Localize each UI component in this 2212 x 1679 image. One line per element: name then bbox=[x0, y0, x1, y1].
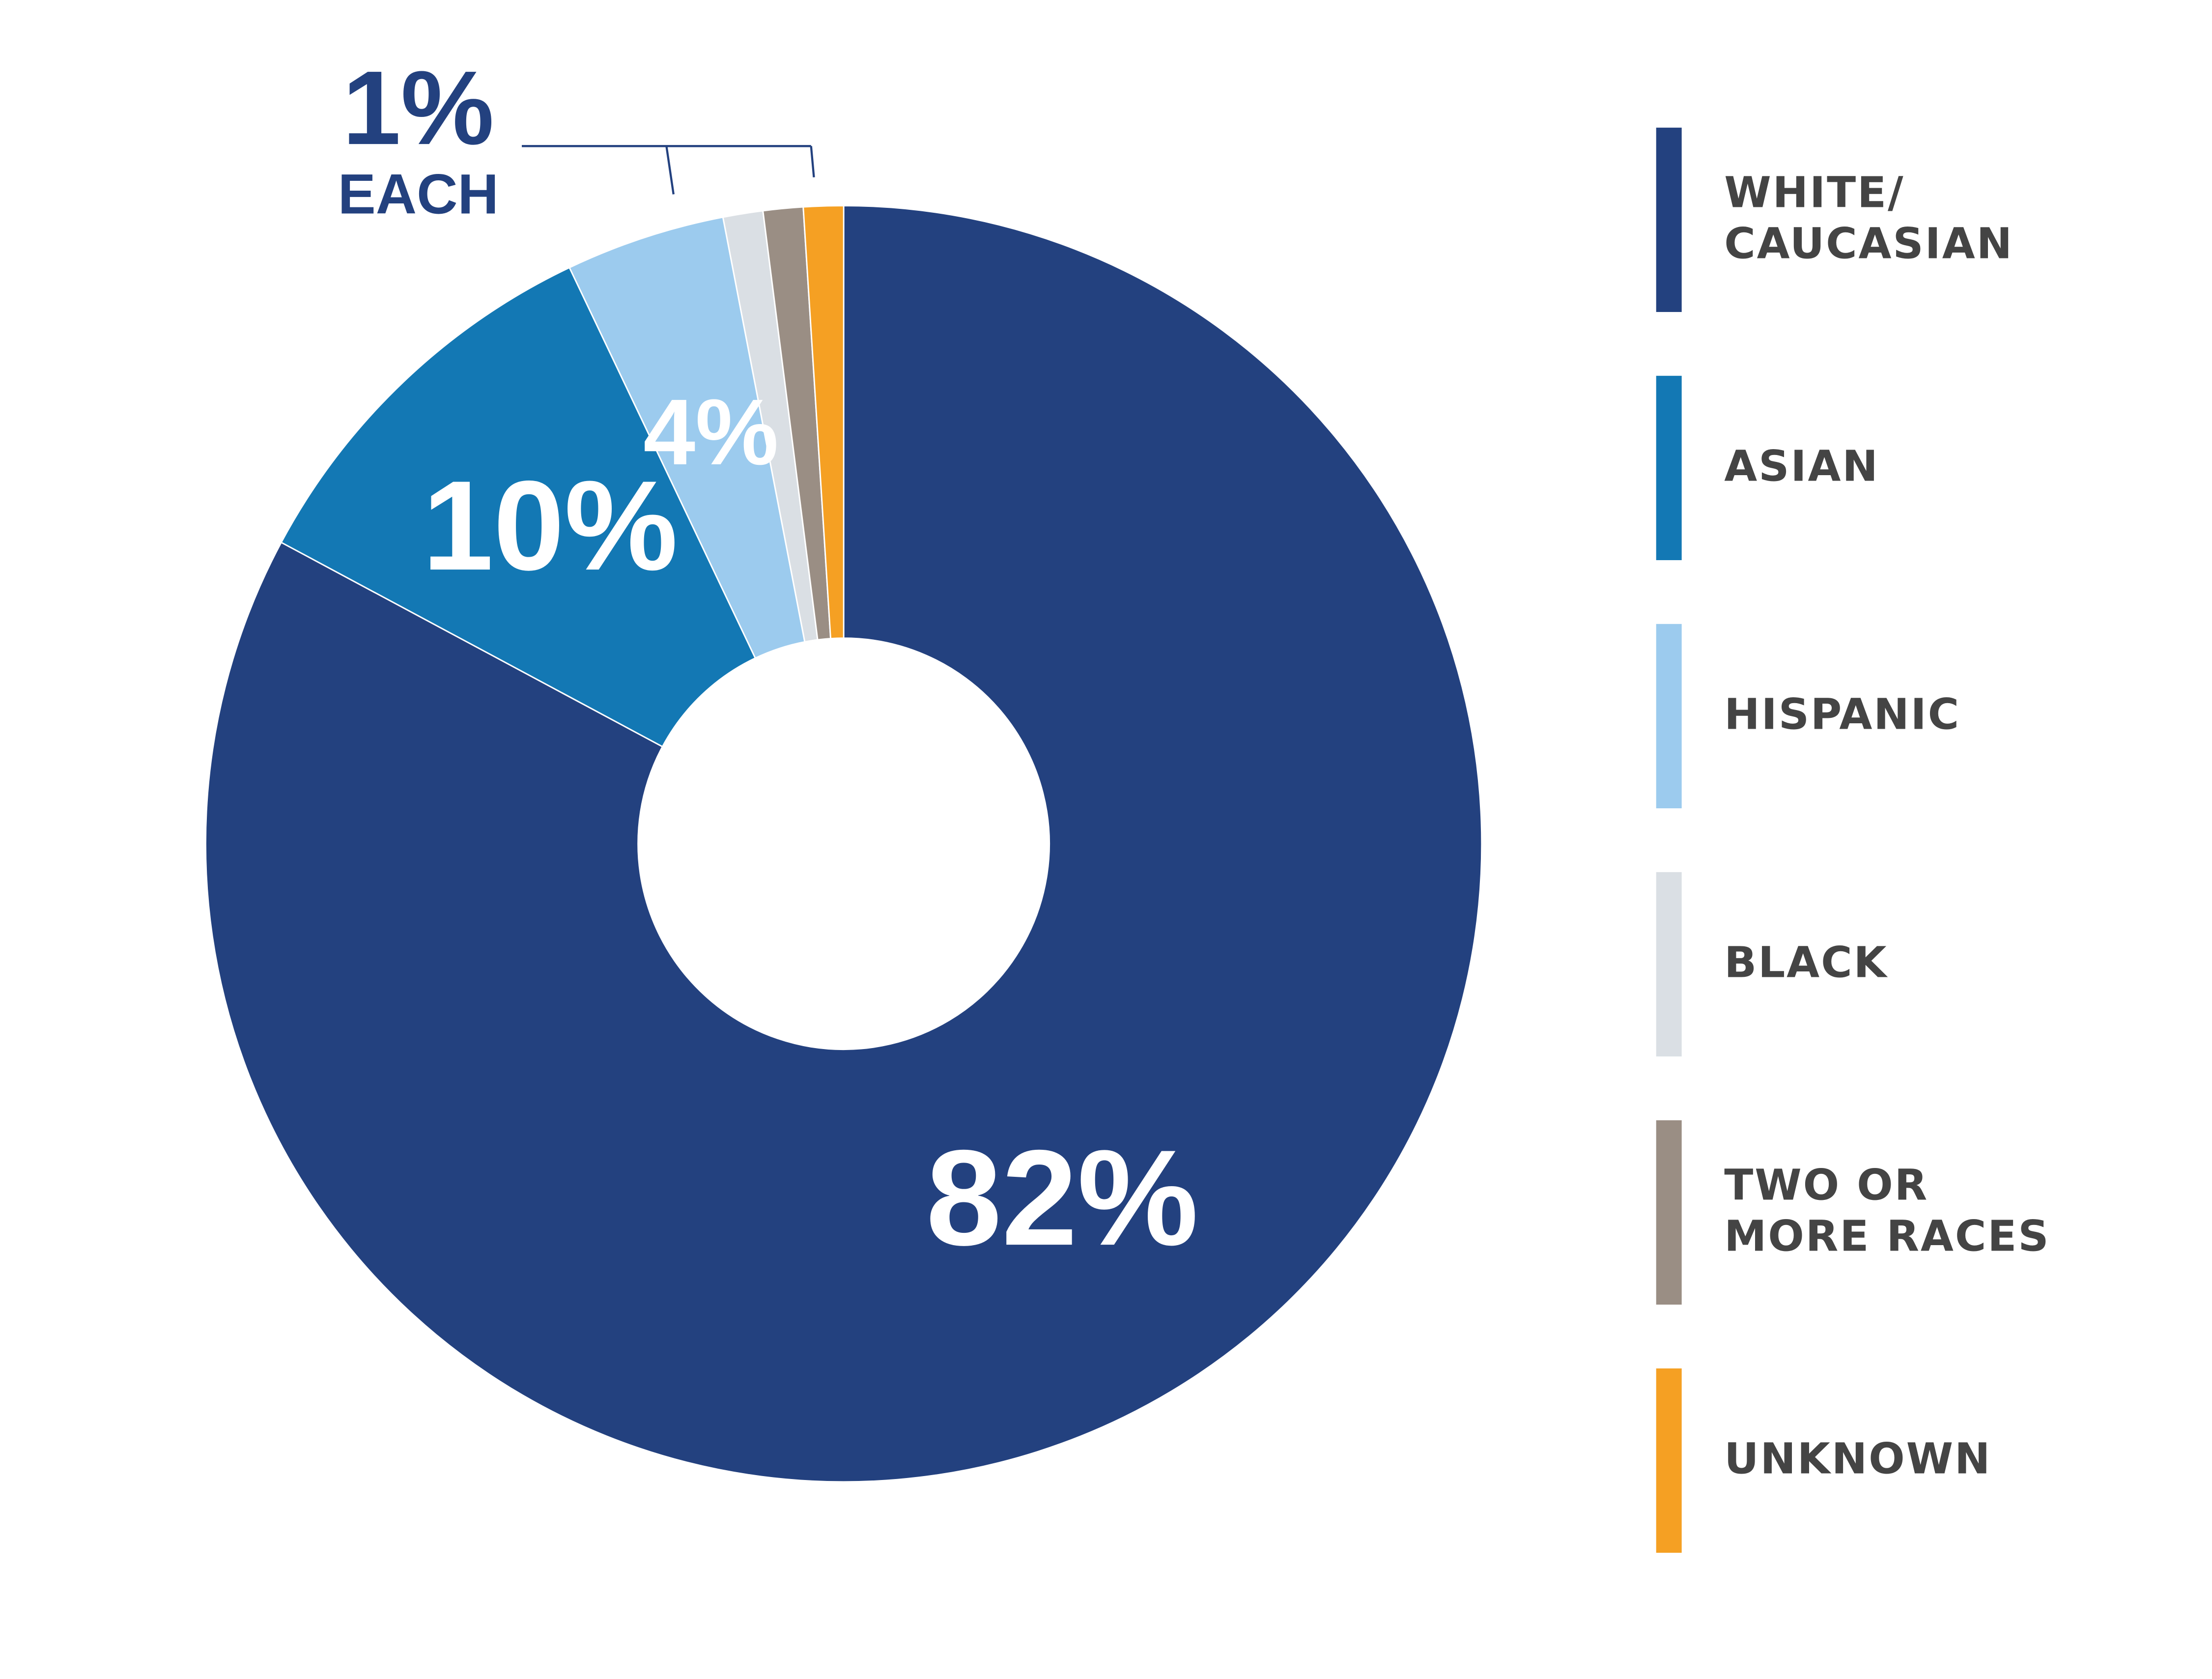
annotation-note: EACH bbox=[338, 163, 499, 226]
legend-swatch bbox=[1656, 872, 1682, 1057]
donut-slice bbox=[802, 205, 845, 640]
legend-entry: BLACK bbox=[1724, 939, 1888, 989]
value-label: 82% bbox=[926, 1121, 1199, 1274]
donut-slice bbox=[280, 266, 757, 748]
legend-entry: UNKNOWN bbox=[1724, 1435, 1992, 1485]
donut-slice bbox=[205, 205, 1483, 1483]
legend-swatch bbox=[1656, 375, 1682, 560]
donut bbox=[205, 205, 1483, 1483]
annotation-value: 1% bbox=[342, 50, 494, 167]
legend-label: WHITE/ CAUCASIAN bbox=[1724, 169, 2013, 270]
value-label: 4% bbox=[643, 380, 778, 484]
legend: WHITE/ CAUCASIAN ASIAN HISPANIC BLACK TWO OR… bbox=[1656, 127, 2050, 1553]
legend-label: BLACK bbox=[1724, 939, 1888, 989]
legend-swatch bbox=[1656, 127, 1682, 312]
annotation-bracket bbox=[522, 145, 815, 195]
legend-label: HISPANIC bbox=[1724, 690, 1961, 740]
legend-swatch bbox=[1656, 624, 1682, 809]
legend-label: UNKNOWN bbox=[1724, 1435, 1992, 1485]
value-label: 10% bbox=[423, 455, 678, 597]
value-labels: 82% 10%4% bbox=[423, 380, 1198, 1274]
legend-swatch bbox=[1656, 1368, 1682, 1553]
legend-swatch bbox=[1656, 1120, 1682, 1305]
legend-entry: TWO OR MORE RACES bbox=[1724, 1161, 2050, 1262]
legend-label: ASIAN bbox=[1724, 442, 1879, 492]
legend-entry: ASIAN bbox=[1724, 442, 1879, 492]
legend-label: TWO OR MORE RACES bbox=[1724, 1161, 2050, 1262]
legend-entry: HISPANIC bbox=[1724, 690, 1961, 740]
legend-entry: WHITE/ CAUCASIAN bbox=[1724, 169, 2013, 270]
